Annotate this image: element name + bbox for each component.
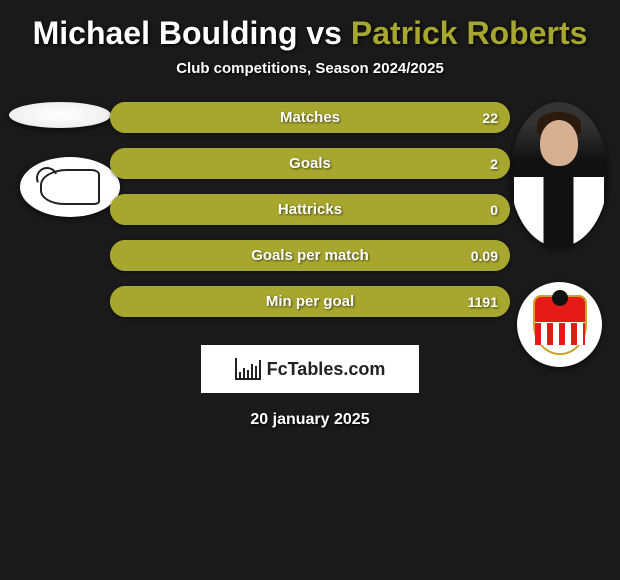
brand-text: FcTables.com [267, 359, 386, 380]
title-player-right: Patrick Roberts [351, 15, 588, 51]
stat-row: Goals2 [110, 148, 510, 179]
ram-icon [40, 169, 100, 205]
club-left-logo [20, 157, 120, 217]
subtitle: Club competitions, Season 2024/2025 [0, 60, 620, 102]
stat-label: Matches [110, 109, 510, 126]
stat-label: Goals [110, 155, 510, 172]
stat-row: Min per goal1191 [110, 286, 510, 317]
stat-label: Min per goal [110, 293, 510, 310]
brand-badge: FcTables.com [201, 345, 419, 393]
title-vs: vs [297, 15, 350, 51]
stat-value-right: 22 [482, 110, 498, 126]
stat-row: Hattricks0 [110, 194, 510, 225]
stat-value-right: 0 [490, 202, 498, 218]
stat-bars: Matches22 Goals2 Hattricks0 Goals per match… [110, 102, 510, 317]
shield-icon [535, 297, 585, 353]
stat-label: Hattricks [110, 201, 510, 218]
stat-value-right: 1191 [468, 294, 498, 310]
comparison-panel: Matches22 Goals2 Hattricks0 Goals per match… [0, 102, 620, 317]
date-label: 20 january 2025 [0, 411, 620, 429]
page-title: Michael Boulding vs Patrick Roberts [0, 0, 620, 60]
title-player-left: Michael Boulding [33, 15, 298, 51]
stat-value-right: 2 [490, 156, 498, 172]
stat-row: Matches22 [110, 102, 510, 133]
player-right-photo [510, 102, 608, 247]
stat-label: Goals per match [110, 247, 510, 264]
stat-row: Goals per match0.09 [110, 240, 510, 271]
player-left-photo [9, 102, 111, 128]
chart-icon [235, 358, 261, 380]
stat-value-right: 0.09 [471, 248, 498, 264]
club-right-logo [517, 282, 602, 367]
